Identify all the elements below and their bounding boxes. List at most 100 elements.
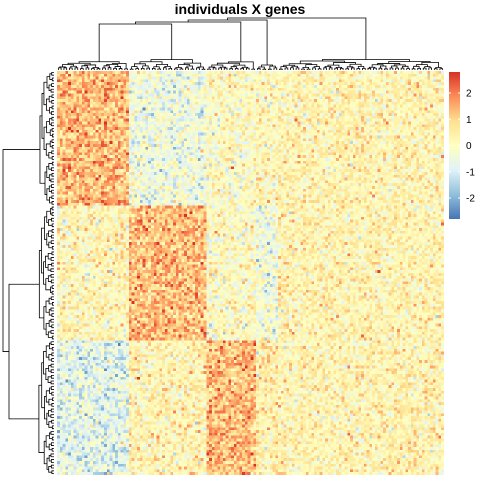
row-dendro-g0-branch xyxy=(46,188,50,201)
row-dendro-g2-branch xyxy=(50,459,54,463)
row-dendro-g2-branch xyxy=(45,345,50,358)
row-dendro-root xyxy=(2,149,40,352)
chart-title: individuals X genes xyxy=(174,1,306,17)
row-dendro-g2-branch xyxy=(48,353,52,361)
column-dendrogram xyxy=(57,17,444,70)
col-dendro-b2-branch xyxy=(251,68,256,70)
row-dendro-g2-branch xyxy=(51,447,54,452)
col-dendro-b4-branch xyxy=(422,67,427,70)
col-dendro-b4-branch xyxy=(328,67,333,70)
row-dendro-g1-branch xyxy=(52,302,54,306)
col-dendro-b2-branch xyxy=(212,67,217,70)
col-dendro-b1-branch xyxy=(129,68,134,70)
legend-tick-label: -2 xyxy=(466,194,475,205)
col-dendro-b4-branch xyxy=(368,66,376,69)
row-dendro-g1-branch xyxy=(51,324,54,329)
col-dendro-b4-branch xyxy=(280,66,287,70)
col-dendro-b2-branch xyxy=(223,67,228,70)
col-dendro-b0-branch xyxy=(80,68,84,70)
col-dendro-b4-branch xyxy=(417,68,421,70)
legend-tick-label: -1 xyxy=(466,167,475,178)
col-dendro-b4-branch xyxy=(312,67,316,70)
col-dendro-b0-branch xyxy=(74,67,79,70)
row-dendro-g2-branch xyxy=(50,341,54,345)
row-dendro-g0-branch xyxy=(51,111,54,115)
col-dendro-b0-branch xyxy=(85,67,90,70)
legend-tick-label: 1 xyxy=(466,115,472,126)
col-dendro-b0-branch xyxy=(84,64,97,68)
row-dendro-g0-branch xyxy=(51,72,54,76)
row-dendro-g0-branch xyxy=(51,161,54,166)
row-dendro-g0-branch xyxy=(51,128,54,132)
row-dendro-g1-branch xyxy=(50,307,54,312)
row-dendro-g0-branch xyxy=(51,150,54,155)
col-dendro-b0-branch xyxy=(96,68,101,70)
row-dendro-g2-branch xyxy=(51,391,54,396)
col-dendro-b2-branch xyxy=(227,61,254,70)
col-dendro-b0-branch xyxy=(69,67,73,70)
row-dendro-g1-branch xyxy=(51,335,54,340)
col-dendro-b4-branch xyxy=(345,68,350,70)
col-dendro-b1-branch xyxy=(139,61,163,65)
row-dendro-g2-branch xyxy=(51,470,54,474)
row-dendro-g0-branch xyxy=(51,201,54,205)
row-dendro-g1-branch xyxy=(50,240,54,244)
col-dendro-b2-branch xyxy=(240,67,244,70)
col-dendro-b2-branch xyxy=(245,67,250,70)
color-legend: 2 1 0 -1 -2 xyxy=(449,72,475,219)
col-dendro-b3-branch xyxy=(269,65,276,70)
row-dendro-g1-branch xyxy=(45,300,50,313)
col-dendro-b2-branch xyxy=(216,62,240,66)
col-dendro-b4-branch xyxy=(395,67,399,70)
col-dendro-b1-branch xyxy=(153,66,160,69)
row-dendro-g1-branch xyxy=(51,251,54,256)
row-dendro-g2-branch xyxy=(46,457,50,470)
row-dendro-g2-branch xyxy=(51,352,54,357)
row-dendro-g2-branch xyxy=(45,390,50,403)
col-dendro-b4-branch xyxy=(428,67,432,70)
col-dendro-b4-branch xyxy=(295,67,300,70)
row-dendro-g1-branch xyxy=(51,285,54,289)
row-dendro-merge xyxy=(8,283,40,420)
row-dendro-g0-branch xyxy=(51,184,54,188)
row-dendro-g0-branch xyxy=(51,77,54,82)
row-dendro-g2-branch xyxy=(50,386,54,390)
col-dendro-b3-branch xyxy=(258,66,265,70)
col-dendro-b0-branch xyxy=(107,67,112,70)
row-dendro-g0-branch xyxy=(48,95,52,103)
col-dendro-merge xyxy=(227,17,367,60)
row-dendro-g0-branch xyxy=(51,173,54,177)
col-dendro-b0-branch xyxy=(91,68,95,70)
col-dendro-b1-branch xyxy=(135,68,139,70)
col-dendro-merge xyxy=(187,19,268,66)
legend-color-bar xyxy=(449,72,460,219)
col-dendro-b4-branch xyxy=(384,68,388,70)
col-dendro-b4-branch xyxy=(435,67,442,69)
row-dendro-g2-branch xyxy=(50,442,54,446)
col-dendro-b0-branch xyxy=(57,67,62,70)
col-dendro-b1-branch xyxy=(150,59,193,64)
row-dendro-g1-branch xyxy=(50,234,54,239)
row-dendro-g1-branch xyxy=(50,330,54,334)
row-dendro-g2-branch xyxy=(51,346,54,351)
col-dendro-b4-branch xyxy=(400,67,405,70)
row-dendro-g0-branch xyxy=(51,189,54,194)
col-dendro-b4-branch xyxy=(373,67,377,70)
row-dendro-g2-branch xyxy=(43,440,47,465)
col-dendro-merge xyxy=(135,21,242,62)
row-dendro-g0-branch xyxy=(51,105,54,110)
row-dendro-g1-branch xyxy=(51,229,54,233)
row-dendro-g2-branch xyxy=(50,453,54,458)
col-dendro-b4-branch xyxy=(306,68,311,70)
row-dendro-g1-branch xyxy=(51,262,54,267)
col-dendro-b2-branch xyxy=(207,68,211,70)
heatmap-cells xyxy=(57,71,444,475)
row-dendro-g0-branch xyxy=(51,156,54,160)
row-dendro-g2-branch xyxy=(51,358,54,362)
legend-tick-label: 0 xyxy=(466,141,472,152)
row-dendro-g1-branch xyxy=(47,252,52,260)
row-dendrogram xyxy=(2,72,54,474)
row-dendro-g2-branch xyxy=(50,414,54,418)
row-dendro-g0-branch xyxy=(48,185,52,193)
